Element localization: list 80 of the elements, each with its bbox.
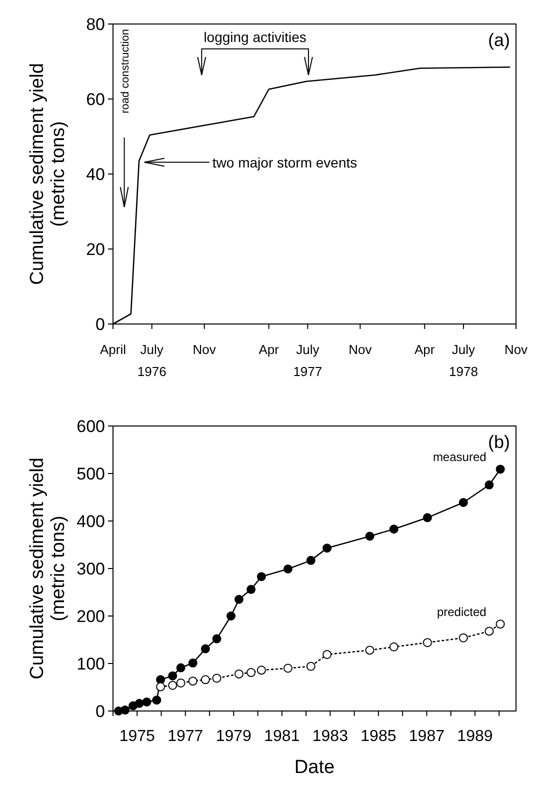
- point: [458, 633, 468, 642]
- x-tick-label: 1979: [216, 728, 252, 745]
- point: [168, 671, 178, 680]
- point: [142, 697, 152, 706]
- point: [256, 572, 266, 582]
- x-axis-title: Date: [294, 757, 335, 778]
- point: [365, 532, 374, 541]
- x-tick-label: 1983: [312, 728, 348, 745]
- point: [256, 666, 266, 675]
- y-axis-title: Cumulative sediment yield (metric tons): [27, 458, 69, 680]
- point: [306, 662, 316, 671]
- point: [176, 678, 186, 688]
- annotation: (a): [488, 30, 510, 50]
- x-tick-label: Apr: [258, 342, 280, 357]
- point: [422, 513, 432, 522]
- point: [322, 544, 332, 553]
- point: [168, 680, 178, 690]
- annotation: road construction: [119, 29, 132, 114]
- point: [226, 612, 236, 620]
- x-tick-label: Nov: [504, 342, 528, 357]
- series-label: predicted: [436, 605, 486, 620]
- x-tick-label: July 1978: [449, 342, 478, 379]
- point: [246, 668, 256, 678]
- annotation: (b): [488, 432, 510, 452]
- point: [212, 674, 222, 683]
- x-tick-label: 1985: [360, 728, 396, 745]
- x-tick-label: July 1976: [137, 342, 166, 379]
- x-tick-label: 1975: [119, 728, 156, 745]
- y-tick-label: 0: [96, 315, 105, 334]
- point: [234, 594, 244, 604]
- x-tick-label: April: [100, 342, 126, 357]
- x-tick-label: Nov: [192, 342, 216, 357]
- y-tick-label: 40: [86, 165, 105, 184]
- x-tick-label: July 1977: [293, 342, 322, 379]
- x-tick-label: 1987: [408, 728, 445, 745]
- x-tick-label: Apr: [414, 342, 436, 357]
- x-tick-label: 1981: [264, 728, 300, 745]
- point: [200, 644, 210, 654]
- point: [234, 669, 244, 678]
- point: [484, 480, 494, 490]
- y-tick-label: 20: [86, 240, 105, 259]
- point: [176, 663, 186, 672]
- x-tick-label: 1989: [457, 728, 493, 745]
- y-tick-label: 60: [86, 90, 105, 109]
- y-tick-label: 600: [76, 417, 105, 436]
- point: [120, 706, 130, 715]
- point: [283, 564, 292, 574]
- point: [422, 638, 432, 648]
- y-tick-label: 500: [76, 464, 105, 484]
- annotation: two major storm events: [212, 154, 358, 170]
- point: [322, 650, 332, 659]
- point: [389, 524, 398, 534]
- y-axis-title: Cumulative sediment yield (metric tons): [27, 63, 69, 285]
- y-tick-label: 300: [76, 560, 105, 578]
- y-tick-label: 80: [86, 15, 105, 34]
- point: [283, 664, 292, 673]
- point: [188, 676, 198, 686]
- point: [365, 646, 374, 655]
- y-tick-label: 0: [96, 702, 105, 721]
- series-label: measured: [432, 450, 486, 464]
- point: [134, 698, 144, 708]
- point: [152, 696, 162, 705]
- point: [212, 634, 222, 644]
- point: [458, 498, 468, 507]
- x-tick-label: 1977: [168, 728, 204, 745]
- point: [200, 675, 210, 684]
- y-tick-label: 100: [76, 654, 105, 674]
- x-tick-label: Nov: [348, 342, 372, 357]
- point: [496, 464, 505, 474]
- point: [389, 642, 398, 652]
- annotation: logging activities: [204, 28, 306, 45]
- point: [496, 620, 505, 629]
- point: [246, 584, 256, 594]
- point: [156, 682, 166, 692]
- point: [306, 556, 316, 565]
- point: [156, 675, 166, 684]
- y-tick-label: 200: [76, 607, 105, 626]
- point: [484, 626, 494, 636]
- point: [188, 658, 198, 668]
- y-tick-label: 400: [76, 512, 105, 531]
